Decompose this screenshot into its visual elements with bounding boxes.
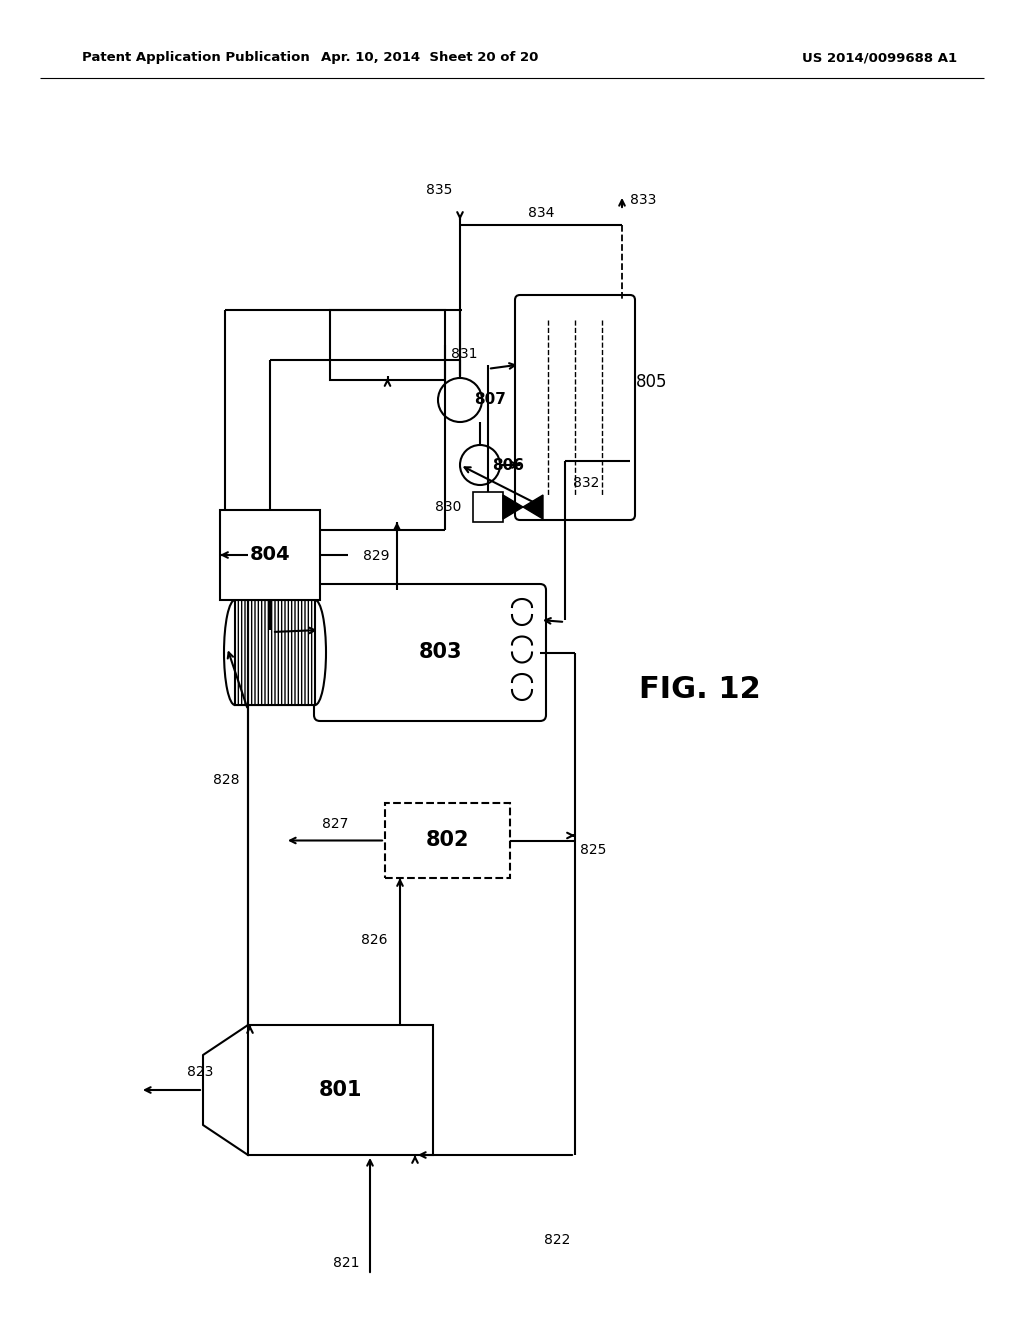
Bar	[248, 1026, 433, 1155]
Text: 807: 807	[474, 392, 506, 408]
Text: 801: 801	[318, 1080, 362, 1100]
Text: 822: 822	[544, 1233, 570, 1247]
Bar	[220, 510, 319, 601]
Text: 831: 831	[452, 347, 478, 360]
Bar	[330, 310, 445, 380]
Text: 835: 835	[426, 183, 452, 197]
Text: 806: 806	[492, 458, 524, 473]
Bar	[234, 601, 315, 705]
Text: 834: 834	[527, 206, 554, 220]
Text: 833: 833	[630, 193, 656, 207]
Circle shape	[438, 378, 482, 422]
Text: 832: 832	[573, 475, 599, 490]
FancyBboxPatch shape	[515, 294, 635, 520]
Text: 804: 804	[250, 545, 291, 565]
Bar	[385, 803, 510, 878]
Text: 825: 825	[580, 843, 606, 857]
Circle shape	[460, 445, 500, 484]
Text: 829: 829	[362, 549, 389, 564]
Polygon shape	[503, 495, 523, 519]
Bar	[234, 601, 315, 705]
Text: Apr. 10, 2014  Sheet 20 of 20: Apr. 10, 2014 Sheet 20 of 20	[322, 51, 539, 65]
Bar	[473, 492, 503, 521]
Text: FIG. 12: FIG. 12	[639, 676, 761, 705]
Polygon shape	[523, 495, 543, 519]
Text: 823: 823	[186, 1065, 213, 1078]
FancyBboxPatch shape	[314, 583, 546, 721]
Text: 803: 803	[418, 643, 462, 663]
Text: 826: 826	[361, 933, 388, 946]
Text: 830: 830	[434, 500, 461, 513]
Text: 821: 821	[334, 1257, 360, 1270]
Text: 827: 827	[322, 817, 348, 832]
Ellipse shape	[224, 601, 246, 705]
Text: Patent Application Publication: Patent Application Publication	[82, 51, 309, 65]
Text: 805: 805	[636, 372, 668, 391]
Ellipse shape	[304, 601, 326, 705]
Text: US 2014/0099688 A1: US 2014/0099688 A1	[803, 51, 957, 65]
Text: 828: 828	[213, 774, 240, 787]
Text: 802: 802	[426, 830, 469, 850]
